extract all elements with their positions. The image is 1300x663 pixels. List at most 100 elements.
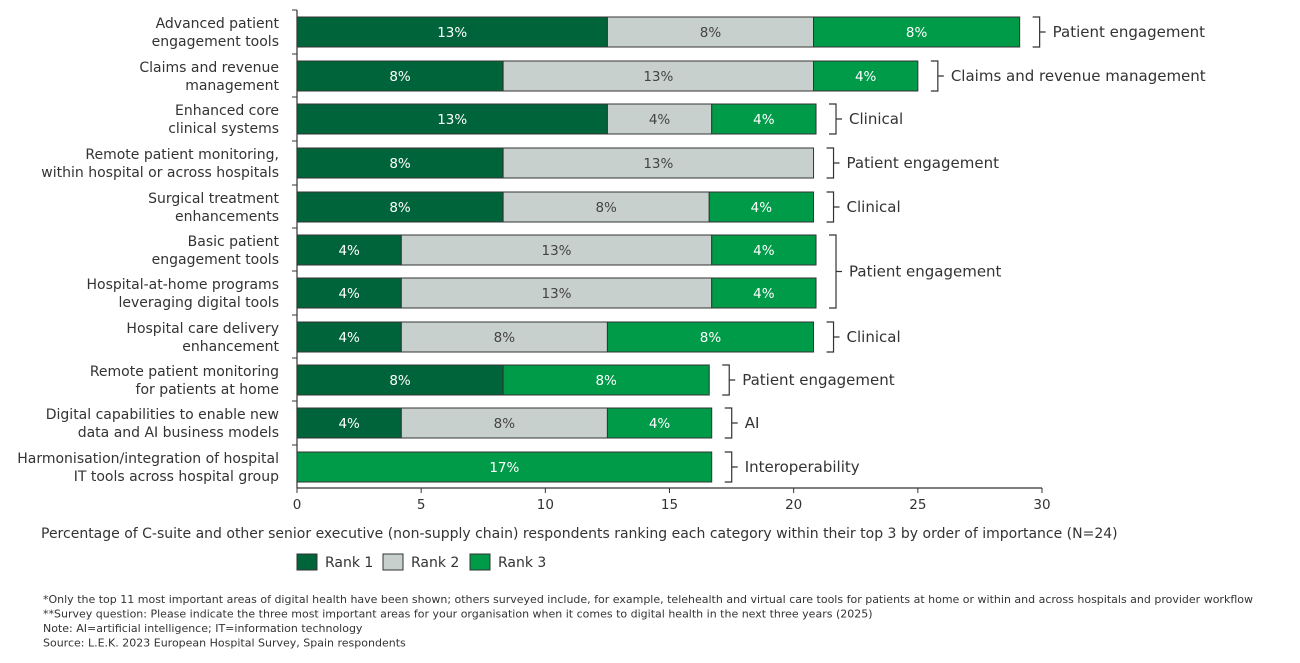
data-label: 4% (753, 243, 775, 259)
category-label: Digital capabilities to enable new (46, 407, 279, 423)
data-label: 13% (437, 112, 467, 128)
category-label: enhancements (175, 209, 279, 225)
group-bracket (722, 364, 736, 396)
group-bracket (826, 321, 840, 353)
group-bracket (829, 103, 843, 135)
group-bracket (724, 451, 738, 483)
data-label: 8% (906, 25, 928, 41)
data-label: 4% (753, 112, 775, 128)
legend-swatch (469, 553, 491, 571)
bar-segment-rank-3 (711, 277, 817, 309)
data-label: 13% (542, 286, 572, 302)
bar-segment-rank-2 (502, 60, 815, 92)
category-label: Harmonisation/integration of hospital (17, 451, 279, 467)
data-label: 13% (643, 69, 673, 85)
data-label: 13% (643, 156, 673, 172)
category-label: Remote patient monitoring, (85, 147, 279, 163)
data-label: 8% (595, 200, 617, 216)
bar-segment-rank-1 (296, 191, 504, 223)
footnote: *Only the top 11 most important areas of… (43, 593, 1253, 606)
category-label: Basic patient (188, 234, 280, 250)
x-tick-label: 20 (785, 497, 802, 513)
data-label: 4% (649, 112, 671, 128)
bar-segment-rank-1 (296, 364, 504, 396)
bar-segment-rank-3 (711, 234, 817, 266)
group-bracket (724, 407, 738, 439)
bar-segment-rank-3 (813, 60, 919, 92)
group-label: Clinical (847, 198, 901, 216)
bar-segment-rank-1 (296, 277, 402, 309)
category-label: leveraging digital tools (119, 295, 280, 311)
bar-segment-rank-3 (708, 191, 815, 223)
category-label: for patients at home (136, 382, 279, 398)
bar-segment-rank-2 (400, 407, 608, 439)
legend-label: Rank 1 (325, 555, 373, 571)
data-label: 4% (338, 243, 360, 259)
category-label: within hospital or across hospitals (41, 165, 279, 181)
group-bracket (826, 191, 840, 223)
category-label: data and AI business models (78, 425, 279, 441)
category-label: management (185, 78, 279, 94)
bar-segment-rank-1 (296, 147, 504, 179)
category-label: clinical systems (168, 121, 279, 137)
data-label: 4% (751, 200, 773, 216)
data-label: 8% (389, 156, 411, 172)
x-tick-label: 15 (661, 497, 678, 513)
group-label: Clinical (849, 110, 903, 128)
group-bracket (829, 234, 843, 309)
footnote: Note: AI=artificial intelligence; IT=inf… (43, 622, 363, 635)
x-tick-label: 5 (417, 497, 426, 513)
x-tick-label: 30 (1033, 497, 1050, 513)
bar-segment-rank-2 (502, 147, 815, 179)
data-label: 4% (338, 416, 360, 432)
group-label: Patient engagement (847, 154, 1000, 172)
group-label: Patient engagement (742, 371, 895, 389)
category-label: Advanced patient (156, 16, 280, 32)
bar-segment-rank-1 (296, 60, 504, 92)
footnote: **Survey question: Please indicate the t… (43, 608, 873, 621)
group-label: Clinical (847, 328, 901, 346)
data-label: 4% (855, 69, 877, 85)
data-label: 17% (489, 460, 519, 476)
x-tick-label: 25 (909, 497, 926, 513)
data-label: 8% (700, 25, 722, 41)
bar-segment-rank-3 (606, 321, 815, 353)
data-label: 8% (595, 373, 617, 389)
category-label: Hospital care delivery (126, 321, 279, 337)
group-bracket (826, 147, 840, 179)
legend-swatch (382, 553, 404, 571)
bar-segment-rank-2 (502, 191, 710, 223)
data-label: 8% (494, 416, 516, 432)
data-label: 8% (700, 330, 722, 346)
x-axis-label: Percentage of C-suite and other senior e… (41, 526, 1118, 542)
bar-segment-rank-3 (502, 364, 710, 396)
data-label: 8% (494, 330, 516, 346)
group-label: Interoperability (745, 458, 860, 476)
category-label: Hospital-at-home programs (87, 277, 280, 293)
data-label: 8% (389, 200, 411, 216)
data-label: 4% (753, 286, 775, 302)
bar-segment-rank-1 (296, 407, 402, 439)
group-bracket (1032, 16, 1046, 48)
bar-segment-rank-3 (711, 103, 817, 135)
category-label: Claims and revenue (139, 60, 279, 76)
x-tick-label: 0 (293, 497, 302, 513)
category-label: Remote patient monitoring (90, 364, 279, 380)
footnote: Source: L.E.K. 2023 European Hospital Su… (43, 637, 406, 650)
data-label: 4% (338, 286, 360, 302)
category-label: IT tools across hospital group (74, 469, 279, 485)
category-label: engagement tools (152, 252, 279, 268)
bar-segment-rank-1 (296, 234, 402, 266)
data-label: 13% (437, 25, 467, 41)
group-bracket (930, 60, 944, 92)
data-label: 4% (338, 330, 360, 346)
bar-segment-rank-1 (296, 103, 608, 135)
legend-swatch (296, 553, 318, 571)
bar-segment-rank-2 (606, 16, 815, 48)
legend-label: Rank 2 (411, 555, 459, 571)
group-label: Claims and revenue management (951, 67, 1206, 85)
group-label: Patient engagement (1053, 23, 1206, 41)
category-label: Enhanced core (175, 103, 279, 119)
data-label: 8% (389, 69, 411, 85)
